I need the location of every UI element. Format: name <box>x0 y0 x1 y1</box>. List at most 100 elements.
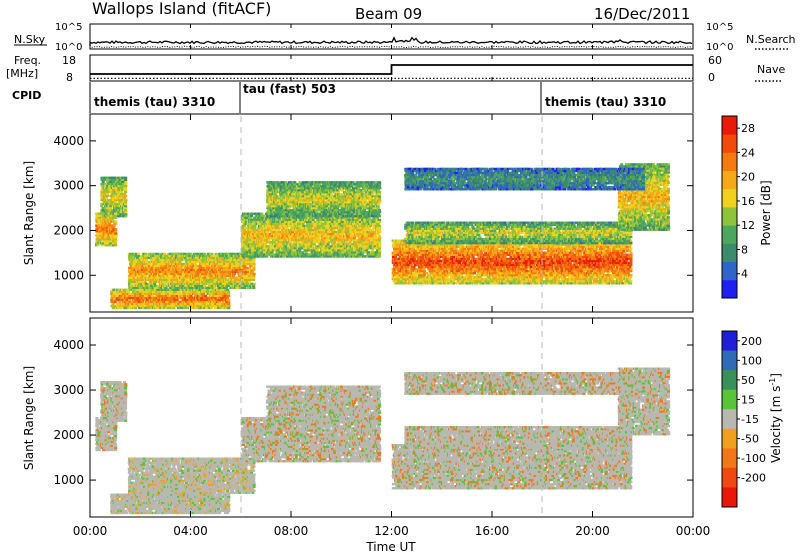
echo-cell <box>212 256 216 260</box>
echo-cell <box>205 300 209 304</box>
echo-cell <box>219 254 223 258</box>
echo-cell <box>106 180 110 183</box>
echo-cell <box>241 247 244 250</box>
echo-cell <box>114 244 118 247</box>
echo-cell <box>253 216 257 219</box>
echo-cell <box>146 286 149 289</box>
echo-cell <box>165 254 169 258</box>
echo-cell <box>130 282 134 285</box>
cpid-strip: CPID themis (tau) 3310 tau (fast) 503 th… <box>12 82 694 113</box>
echo-cell <box>204 260 208 264</box>
echo-cell <box>318 232 322 236</box>
echo-cell <box>295 232 299 236</box>
echo-cell <box>128 300 132 304</box>
echo-cell <box>191 298 195 302</box>
echo-cell <box>263 239 267 242</box>
echo-cell <box>262 232 266 236</box>
echo-cell <box>166 256 170 260</box>
echo-cell <box>126 300 130 304</box>
echo-cell <box>240 258 244 262</box>
echo-cell <box>124 292 128 295</box>
echo-cell <box>159 270 162 274</box>
echo-cell <box>101 180 105 183</box>
echo-cell <box>215 294 218 298</box>
echo-cell <box>107 222 111 225</box>
echo-cell <box>359 251 363 254</box>
echo-cell <box>228 272 232 276</box>
echo-cell <box>285 243 289 246</box>
echo-cell <box>201 280 205 283</box>
echo-cell <box>106 194 110 198</box>
echo-cell <box>264 247 268 250</box>
echo-cell <box>213 264 217 268</box>
echo-cell <box>140 280 144 283</box>
echo-cell <box>179 288 183 291</box>
echo-cell <box>141 258 145 262</box>
echo-cell <box>260 251 264 254</box>
echo-cell <box>116 207 119 210</box>
echo-cell <box>257 216 261 219</box>
echo-cell <box>188 304 192 308</box>
echo-cell <box>374 235 378 238</box>
echo-cell <box>163 268 167 272</box>
beam-title: Beam 09 <box>355 5 422 23</box>
echo-cell <box>182 262 186 266</box>
echo-cell <box>237 258 241 262</box>
power-echo-cells <box>95 163 671 310</box>
freq-unit-label: [MHz] <box>6 67 38 80</box>
echo-cell <box>223 274 226 277</box>
echo-cell <box>229 270 233 274</box>
echo-cell <box>176 256 180 260</box>
echo-cell <box>262 243 266 246</box>
echo-cell <box>186 296 189 300</box>
echo-cell <box>192 304 196 308</box>
echo-cell <box>101 211 105 214</box>
echo-cell <box>159 274 163 277</box>
echo-cell <box>107 190 111 194</box>
echo-cell <box>124 204 128 208</box>
echo-cell <box>181 272 185 276</box>
echo-cell <box>180 276 184 279</box>
echo-cell <box>230 276 234 279</box>
echo-cell <box>368 245 372 248</box>
echo-cell <box>159 300 163 304</box>
echo-cell <box>152 262 156 266</box>
echo-cell <box>113 300 117 304</box>
echo-cell <box>120 296 124 300</box>
echo-cell <box>173 288 177 291</box>
echo-cell <box>144 282 148 285</box>
echo-cell <box>248 230 252 234</box>
echo-cell <box>215 272 219 276</box>
echo-cell <box>125 304 129 308</box>
echo-cell <box>136 290 140 293</box>
echo-cell <box>95 224 99 227</box>
echo-cell <box>162 276 165 279</box>
echo-cell <box>243 224 247 228</box>
echo-cell <box>220 292 224 295</box>
echo-cell <box>252 218 256 221</box>
echo-cell <box>206 288 210 291</box>
echo-cell <box>213 306 217 310</box>
echo-cell <box>154 284 157 287</box>
echo-cell <box>186 262 189 266</box>
echo-cell <box>282 218 285 221</box>
echo-cell <box>235 264 239 268</box>
echo-cell <box>241 235 244 238</box>
echo-cell <box>367 230 371 234</box>
echo-cell <box>222 268 226 272</box>
echo-cell <box>135 300 139 304</box>
echo-cell <box>371 228 375 232</box>
echo-cell <box>173 282 177 285</box>
echo-cell <box>100 190 104 194</box>
echo-cell <box>184 280 187 283</box>
echo-cell <box>195 258 199 262</box>
echo-cell <box>167 274 171 277</box>
echo-cell <box>172 256 176 260</box>
echo-cell <box>193 266 197 270</box>
echo-cell <box>227 290 231 293</box>
echo-cell <box>263 241 267 244</box>
echo-cell <box>202 254 206 258</box>
echo-cell <box>137 254 141 258</box>
echo-cell <box>236 280 240 283</box>
echo-cell <box>282 243 286 246</box>
